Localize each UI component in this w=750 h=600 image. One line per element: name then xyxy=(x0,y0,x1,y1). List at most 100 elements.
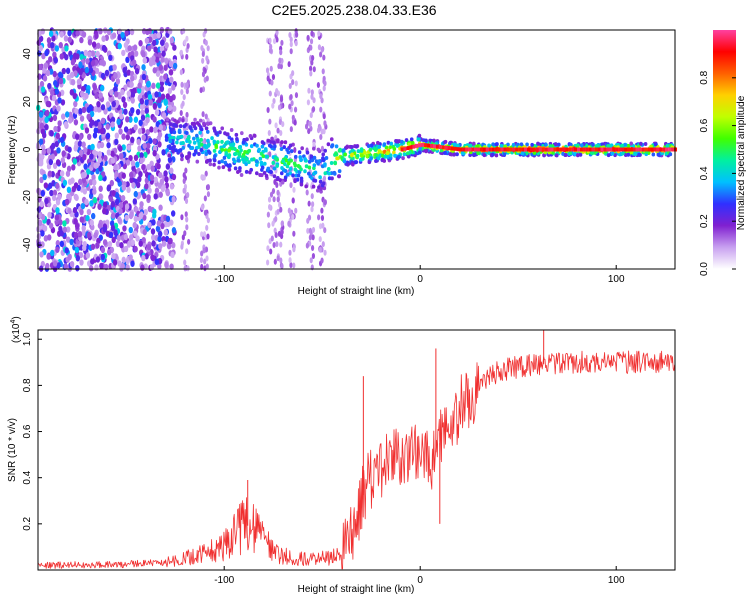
spectrogram-cell xyxy=(443,151,447,156)
spectrogram-cell xyxy=(157,131,163,138)
spectrogram-cell xyxy=(329,137,334,142)
spectrogram-cell xyxy=(615,147,619,152)
spectrogram-cell xyxy=(88,265,94,272)
spectrogram-cell xyxy=(662,147,666,152)
spectrogram-cell xyxy=(94,67,100,75)
spectrogram-cell xyxy=(612,147,616,152)
spectrogram-cell xyxy=(250,157,254,162)
spectrogram-cell xyxy=(267,143,272,148)
spectrogram-cell xyxy=(163,229,168,236)
colorbar-tick-label: 0.6 xyxy=(699,118,710,132)
spectrogram-cell xyxy=(48,222,54,229)
spectrogram-cell xyxy=(89,219,95,226)
spectrogram-cell xyxy=(181,145,186,150)
spectrogram-cell xyxy=(67,146,72,153)
spectrogram-cell xyxy=(506,147,510,152)
spectrogram-cell xyxy=(64,111,70,118)
spectrogram-cell xyxy=(50,41,55,49)
spectrogram-cell xyxy=(112,259,118,266)
spectrogram-cell xyxy=(100,117,106,124)
spectrogram-cell xyxy=(603,147,607,152)
spectrogram-cell xyxy=(204,152,209,157)
spectrogram-cell xyxy=(50,153,56,160)
spectrogram-cell xyxy=(281,159,285,164)
spectrogram-cell xyxy=(476,144,480,149)
spectrogram-cell xyxy=(308,120,312,127)
spectrogram-y-ticks: -40 -20 0 20 40 xyxy=(22,48,42,252)
spectrogram-cell xyxy=(80,172,86,179)
spectrogram-cell xyxy=(403,146,407,151)
spectrogram-cell xyxy=(223,131,227,136)
spectrogram-cell xyxy=(188,125,193,130)
spectrogram-cell xyxy=(452,152,456,157)
spectrogram-cell xyxy=(43,182,49,189)
spectrogram-cell xyxy=(44,197,49,205)
spectrogram-cell xyxy=(152,102,158,110)
spectrogram-cell xyxy=(187,238,191,245)
spectrogram-cell xyxy=(122,67,127,74)
spectrogram-cell xyxy=(67,253,72,261)
spectrogram-cell xyxy=(42,173,47,181)
spectrogram-cell xyxy=(167,104,173,112)
spectrogram-cell xyxy=(293,163,298,168)
spectrogram-cell xyxy=(62,226,68,233)
spectrogram-cell xyxy=(287,220,291,227)
spectrogram-cell xyxy=(63,263,69,270)
spectrogram-cell xyxy=(143,208,148,216)
spectrogram-cell xyxy=(141,51,146,58)
spectrogram-cell xyxy=(72,92,77,100)
spectrogram-cell xyxy=(151,82,156,90)
spectrogram-cell xyxy=(165,163,171,170)
spectrogram-cell xyxy=(578,152,583,157)
spectrogram-cell xyxy=(125,116,130,123)
spectrogram-cell xyxy=(40,190,46,197)
spectrogram-cell xyxy=(276,139,280,144)
spectrogram-cell xyxy=(635,147,639,152)
spectrogram-cell xyxy=(97,203,102,210)
spectrogram-cell xyxy=(96,42,101,49)
spectrogram-cell xyxy=(74,133,80,140)
spectrogram-cell xyxy=(128,212,134,220)
spectrogram-cell xyxy=(167,87,173,95)
spectrogram-cell xyxy=(185,53,189,60)
spectrogram-cell xyxy=(94,32,99,40)
spectrogram-cell xyxy=(272,242,276,249)
spectrogram-cell xyxy=(150,228,156,235)
spectrogram-cell xyxy=(102,226,108,233)
spectrogram-cell xyxy=(270,136,274,141)
spectrogram-cell xyxy=(116,118,121,126)
spectrogram-cell xyxy=(139,157,144,164)
spectrogram-cell xyxy=(354,144,359,149)
spectrogram-cell xyxy=(157,230,163,238)
spectrogram-cell xyxy=(50,249,55,257)
spectrogram-cell xyxy=(47,234,52,241)
spectrogram-cell xyxy=(123,126,129,133)
spectrogram-cell xyxy=(268,118,272,125)
spectrogram-cell xyxy=(130,136,135,144)
spectrogram-cell xyxy=(171,242,176,249)
spectrogram-cell xyxy=(234,151,238,156)
spectrogram-cell xyxy=(277,104,282,111)
spectrogram-cell xyxy=(376,156,381,161)
spectrogram-cell xyxy=(87,133,92,141)
spectrogram-cell xyxy=(71,164,76,171)
spectrogram-cell xyxy=(56,147,61,154)
spectrogram-cell xyxy=(293,154,298,159)
snr-y-tick-label: 0.6 xyxy=(22,424,33,438)
spectrogram-cell xyxy=(96,100,101,108)
spectrogram-cell xyxy=(141,134,146,141)
spectrogram-cell xyxy=(151,240,156,247)
spectrogram-cell xyxy=(374,159,378,164)
spectrogram-cell xyxy=(87,39,93,46)
spectrogram-cell xyxy=(78,108,83,115)
spectrogram-cell xyxy=(97,156,102,163)
spectrogram-cell xyxy=(135,235,140,242)
spectrogram-cell xyxy=(90,243,96,250)
spectrogram-cell xyxy=(186,265,190,272)
spectrogram-cell xyxy=(218,150,222,155)
spectrogram-cell xyxy=(591,142,595,147)
spectrogram-cell xyxy=(128,254,133,261)
spectrogram-cell xyxy=(41,52,46,60)
spectrogram-cell xyxy=(74,194,79,202)
spectrogram-cell xyxy=(321,152,326,157)
